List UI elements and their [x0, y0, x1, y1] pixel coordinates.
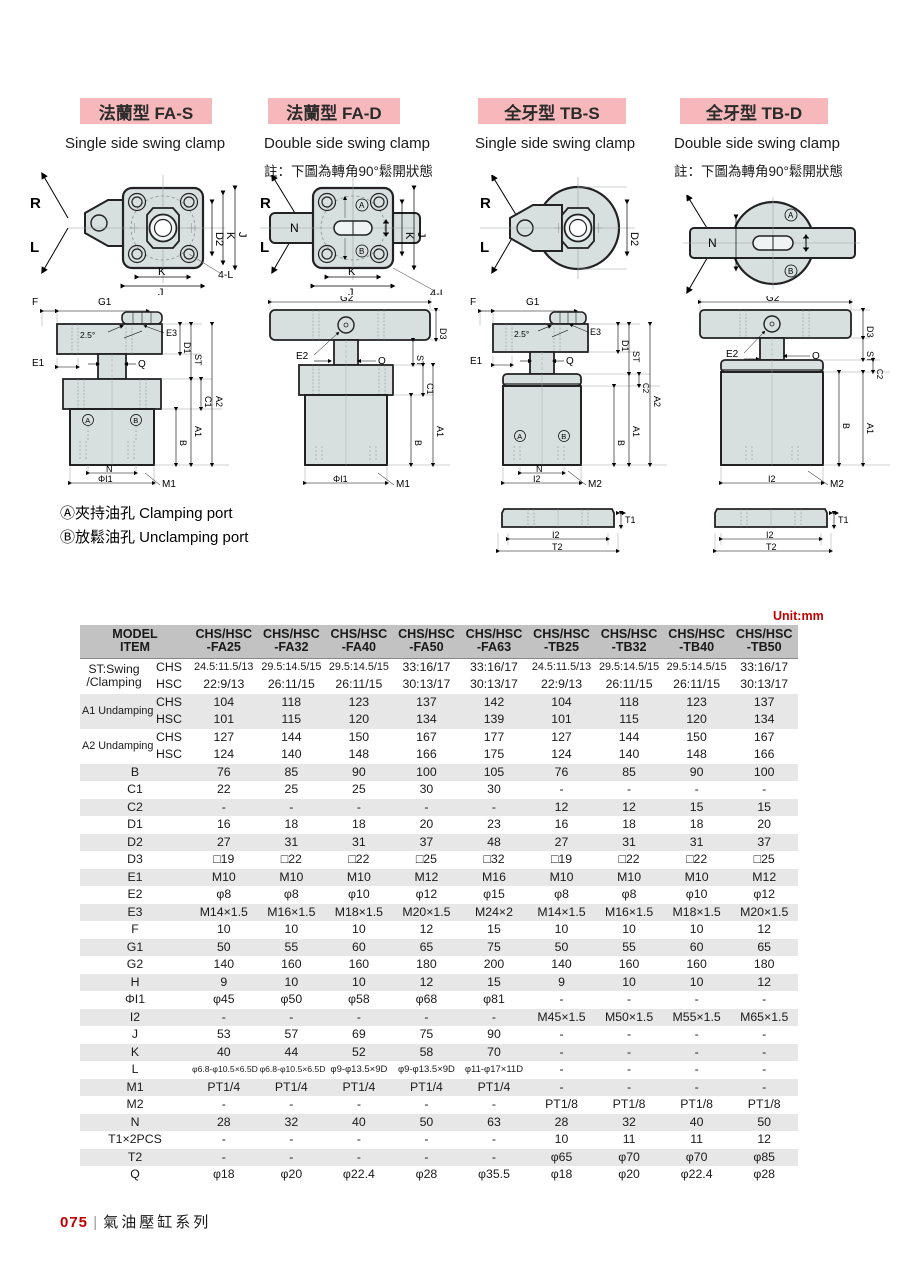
svg-text:K: K [224, 232, 236, 240]
svg-text:A2: A2 [214, 396, 224, 407]
svg-text:J: J [415, 232, 427, 238]
svg-text:E1: E1 [470, 356, 483, 367]
svg-text:E2: E2 [296, 351, 309, 362]
svg-text:G2: G2 [340, 296, 354, 304]
svg-text:G1: G1 [526, 297, 540, 308]
svg-text:I2: I2 [552, 530, 560, 540]
svg-text:T2: T2 [552, 542, 563, 552]
svg-text:R: R [260, 195, 271, 212]
svg-text:B: B [788, 267, 793, 276]
svg-text:N: N [708, 236, 717, 250]
svg-text:E1: E1 [32, 358, 45, 369]
svg-text:ST: ST [631, 351, 641, 363]
svg-text:A: A [788, 211, 794, 220]
svg-text:A: A [85, 416, 90, 425]
svg-text:N: N [106, 465, 113, 474]
svg-text:A1: A1 [193, 426, 203, 437]
svg-text:N: N [290, 221, 299, 235]
svg-text:D3: D3 [865, 326, 875, 338]
svg-text:B: B [359, 247, 364, 256]
svg-text:4-L: 4-L [218, 269, 233, 281]
svg-text:ST: ST [415, 355, 425, 367]
svg-text:2.5°: 2.5° [514, 329, 529, 339]
svg-text:C2: C2 [875, 369, 884, 380]
svg-text:4-L: 4-L [430, 288, 446, 295]
svg-text:N: N [536, 465, 543, 474]
svg-text:J: J [158, 287, 164, 295]
svg-text:I2: I2 [533, 474, 541, 484]
svg-text:ΦI1: ΦI1 [98, 474, 113, 484]
svg-text:D2: D2 [628, 232, 640, 246]
svg-text:ST: ST [865, 351, 875, 363]
svg-text:K: K [348, 266, 356, 278]
svg-text:M2: M2 [830, 479, 844, 490]
svg-text:D1: D1 [182, 342, 192, 354]
svg-text:A2: A2 [652, 396, 662, 407]
svg-text:T1: T1 [625, 515, 636, 525]
svg-text:A1: A1 [435, 426, 445, 437]
svg-text:2.5°: 2.5° [80, 330, 95, 340]
svg-text:D1: D1 [620, 340, 630, 352]
svg-text:ΦI1: ΦI1 [333, 474, 348, 484]
svg-text:J: J [348, 287, 354, 295]
svg-text:B: B [133, 416, 138, 425]
svg-text:B: B [178, 440, 188, 446]
svg-text:Q: Q [566, 356, 574, 367]
svg-text:B: B [841, 423, 851, 429]
svg-text:E3: E3 [166, 328, 177, 338]
svg-text:F: F [470, 297, 476, 308]
svg-text:M1: M1 [396, 479, 410, 490]
svg-text:Q: Q [138, 359, 146, 370]
svg-text:T1: T1 [838, 515, 849, 525]
svg-text:B: B [413, 440, 423, 446]
svg-text:A1: A1 [631, 426, 641, 437]
svg-text:E3: E3 [590, 327, 601, 337]
svg-text:F: F [32, 297, 38, 308]
svg-text:ST: ST [193, 354, 203, 366]
svg-text:B: B [561, 432, 566, 441]
svg-text:K: K [158, 266, 166, 278]
svg-text:R: R [30, 195, 41, 212]
svg-text:J: J [236, 232, 248, 238]
svg-text:A1: A1 [865, 423, 875, 434]
svg-text:K: K [403, 232, 415, 240]
svg-text:L: L [30, 239, 39, 256]
svg-text:G1: G1 [98, 297, 112, 308]
svg-text:L: L [260, 239, 269, 256]
svg-text:L: L [480, 239, 489, 256]
svg-text:I2: I2 [766, 530, 774, 540]
svg-text:A: A [517, 432, 522, 441]
svg-text:B: B [616, 440, 626, 446]
svg-text:G2: G2 [766, 296, 780, 304]
svg-text:A: A [359, 201, 365, 210]
svg-text:T2: T2 [766, 542, 777, 552]
svg-text:M2: M2 [588, 479, 602, 490]
svg-text:C2: C2 [641, 383, 650, 394]
svg-text:C1: C1 [203, 396, 213, 408]
svg-text:R: R [480, 195, 491, 212]
svg-text:I2: I2 [768, 474, 776, 484]
svg-text:E2: E2 [726, 349, 739, 360]
svg-text:M1: M1 [162, 479, 176, 490]
svg-text:C1: C1 [425, 383, 435, 395]
svg-text:D3: D3 [438, 328, 448, 340]
